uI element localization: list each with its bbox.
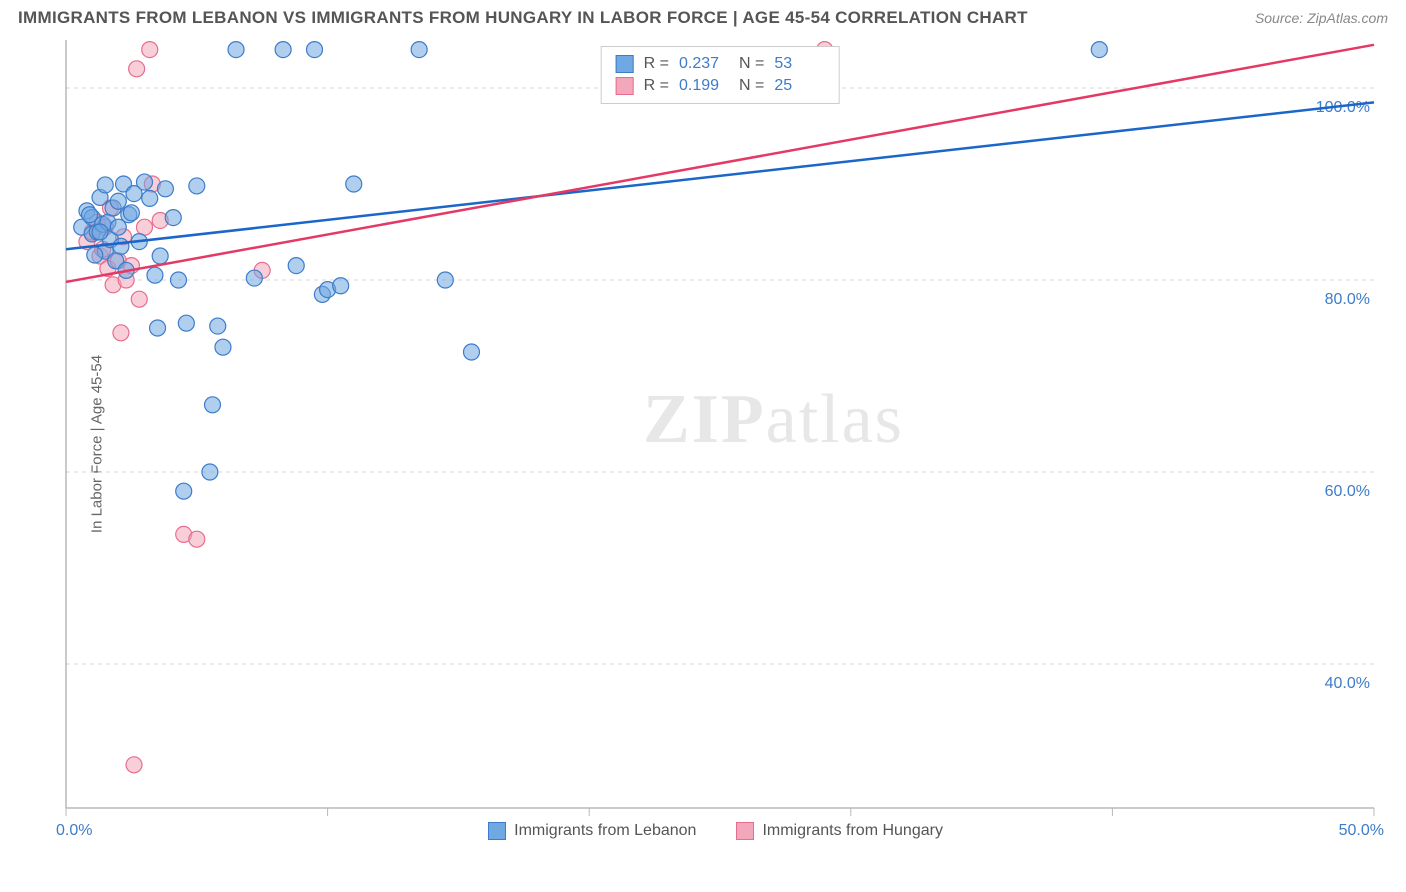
n-value-1: 25 [774,77,824,95]
swatch-icon [616,55,634,73]
r-label: R = [644,77,669,95]
series-name-0: Immigrants from Lebanon [514,822,696,840]
plot-area: 40.0%60.0%80.0%100.0% ZIPatlas R = 0.237… [52,40,1388,848]
series-legend: Immigrants from Lebanon Immigrants from … [488,822,943,840]
swatch-icon [736,822,754,840]
r-label: R = [644,55,669,73]
r-value-0: 0.237 [679,55,729,73]
stats-row-series-0: R = 0.237 N = 53 [616,53,825,75]
x-min-label: 0.0% [56,822,92,840]
chart-container: In Labor Force | Age 45-54 40.0%60.0%80.… [18,40,1388,848]
x-max-label: 50.0% [1339,822,1384,840]
n-value-0: 53 [774,55,824,73]
series-name-1: Immigrants from Hungary [762,822,943,840]
svg-text:40.0%: 40.0% [1325,675,1370,692]
stats-legend-box: R = 0.237 N = 53 R = 0.199 N = 25 [601,46,840,104]
chart-header: IMMIGRANTS FROM LEBANON VS IMMIGRANTS FR… [0,0,1406,34]
scatter-chart-svg: 40.0%60.0%80.0%100.0% [52,40,1388,848]
bottom-legend: 0.0% Immigrants from Lebanon Immigrants … [52,822,1388,840]
svg-text:60.0%: 60.0% [1325,483,1370,500]
r-value-1: 0.199 [679,77,729,95]
n-label: N = [739,55,764,73]
chart-title: IMMIGRANTS FROM LEBANON VS IMMIGRANTS FR… [18,8,1028,28]
legend-item-1: Immigrants from Hungary [736,822,943,840]
swatch-icon [616,77,634,95]
source-label: Source: ZipAtlas.com [1255,10,1388,26]
legend-item-0: Immigrants from Lebanon [488,822,696,840]
stats-row-series-1: R = 0.199 N = 25 [616,75,825,97]
svg-text:80.0%: 80.0% [1325,291,1370,308]
n-label: N = [739,77,764,95]
swatch-icon [488,822,506,840]
